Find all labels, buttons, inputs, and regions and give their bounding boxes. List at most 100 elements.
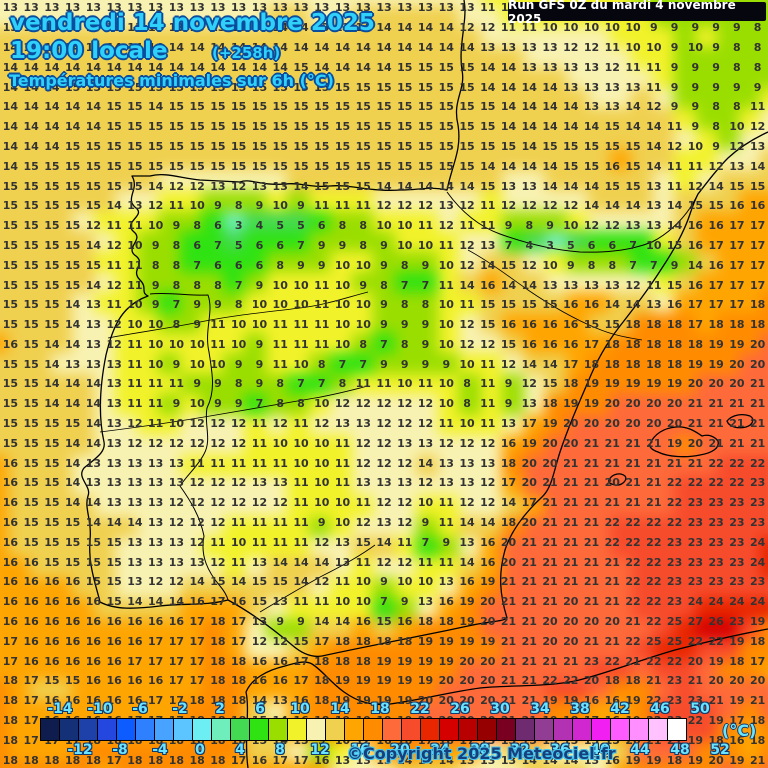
temp-value: 17 bbox=[708, 298, 724, 312]
legend-label: 26 bbox=[450, 701, 470, 717]
temp-value: 24 bbox=[729, 595, 745, 609]
temp-value: 14 bbox=[251, 60, 268, 74]
field-cell bbox=[115, 332, 137, 354]
temp-value: 13 bbox=[646, 199, 662, 213]
temp-value: 22 bbox=[666, 496, 683, 510]
field-cell bbox=[72, 373, 94, 395]
temp-value: 13 bbox=[293, 1, 309, 15]
field-cell bbox=[93, 373, 116, 395]
field-cell bbox=[566, 292, 589, 313]
temp-value: 11 bbox=[355, 496, 371, 510]
temp-value: 11 bbox=[438, 516, 454, 530]
temp-value: 20 bbox=[625, 417, 641, 431]
field-cell bbox=[72, 210, 94, 231]
temp-value: 15 bbox=[2, 278, 19, 292]
temp-value: 21 bbox=[500, 595, 517, 609]
field-cell bbox=[7, 6, 30, 27]
field-cell bbox=[394, 475, 417, 497]
field-cell bbox=[179, 210, 202, 231]
field-cell bbox=[545, 761, 567, 768]
field-cell bbox=[179, 312, 202, 333]
field-cell bbox=[29, 496, 51, 517]
field-cell bbox=[29, 88, 51, 109]
legend-label: 6 bbox=[255, 701, 265, 717]
temp-value: 20 bbox=[604, 476, 620, 490]
field-cell bbox=[136, 67, 159, 89]
temp-value: 14 bbox=[85, 278, 102, 292]
temp-value: 12 bbox=[708, 159, 724, 173]
field-cell bbox=[523, 292, 546, 313]
field-cell bbox=[373, 149, 395, 170]
temp-value: 16 bbox=[272, 654, 288, 668]
temp-value: 15 bbox=[85, 199, 102, 213]
temp-value: 16 bbox=[397, 615, 413, 629]
field-cell bbox=[545, 435, 567, 456]
field-cell bbox=[588, 312, 610, 333]
temp-value: 15 bbox=[625, 179, 641, 193]
field-cell bbox=[674, 210, 696, 231]
temp-value: 15 bbox=[44, 417, 60, 431]
field-cell bbox=[760, 128, 768, 150]
temp-value: 7 bbox=[629, 238, 637, 252]
temp-value: 14 bbox=[604, 298, 620, 312]
field-cell bbox=[201, 537, 223, 558]
temp-value: 16 bbox=[85, 674, 102, 688]
field-cell bbox=[738, 394, 761, 415]
field-cell bbox=[545, 67, 567, 89]
temp-value: 15 bbox=[417, 120, 434, 134]
temp-value: 8 bbox=[733, 60, 741, 74]
temp-value: 10 bbox=[542, 21, 558, 35]
field-cell bbox=[351, 516, 374, 538]
field-cell bbox=[7, 0, 30, 7]
temp-value: 21 bbox=[521, 575, 537, 589]
field-cell bbox=[7, 455, 30, 476]
temp-value: 15 bbox=[272, 100, 288, 114]
temp-value: 12 bbox=[231, 417, 247, 431]
temp-value: 18 bbox=[210, 615, 226, 629]
field-cell bbox=[29, 353, 51, 374]
field-cell bbox=[29, 679, 51, 701]
field-cell bbox=[738, 598, 761, 619]
temp-value: 14 bbox=[376, 535, 392, 549]
field-cell bbox=[93, 47, 116, 68]
field-cell bbox=[0, 741, 8, 762]
field-cell bbox=[287, 435, 309, 456]
field-cell bbox=[29, 557, 51, 578]
temp-value: 15 bbox=[2, 436, 19, 450]
field-cell bbox=[416, 108, 438, 129]
field-cell bbox=[244, 414, 266, 436]
field-cell bbox=[179, 108, 202, 129]
temp-value: 13 bbox=[334, 555, 351, 569]
field-cell bbox=[652, 353, 675, 374]
temp-value: 10 bbox=[314, 397, 330, 411]
field-cell bbox=[265, 230, 288, 252]
temp-value: 15 bbox=[44, 476, 60, 490]
field-cell bbox=[115, 537, 137, 558]
field-cell bbox=[222, 496, 245, 517]
temp-value: 13 bbox=[480, 456, 496, 470]
temp-value: 17 bbox=[210, 595, 226, 609]
field-cell bbox=[437, 312, 460, 333]
temp-value: 10 bbox=[148, 357, 164, 371]
temp-value: 11 bbox=[749, 100, 766, 114]
temp-value: 17 bbox=[729, 278, 745, 292]
field-cell bbox=[158, 128, 180, 150]
temp-value: 8 bbox=[172, 318, 181, 332]
field-cell bbox=[416, 435, 438, 456]
field-cell bbox=[136, 332, 159, 354]
field-cell bbox=[545, 88, 567, 109]
field-cell bbox=[738, 475, 761, 497]
temp-value: 13 bbox=[314, 21, 330, 35]
temp-value: 12 bbox=[480, 21, 496, 35]
field-cell bbox=[502, 312, 524, 333]
temp-value: 7 bbox=[172, 298, 181, 312]
temp-value: 10 bbox=[334, 595, 351, 609]
temp-value: 15 bbox=[417, 80, 434, 94]
temp-value: 16 bbox=[272, 674, 288, 688]
field-cell bbox=[287, 577, 309, 599]
field-cell bbox=[50, 700, 73, 721]
field-cell bbox=[158, 618, 180, 640]
temp-value: 14 bbox=[749, 159, 766, 173]
field-cell bbox=[72, 230, 94, 252]
temp-value: 25 bbox=[646, 634, 662, 648]
